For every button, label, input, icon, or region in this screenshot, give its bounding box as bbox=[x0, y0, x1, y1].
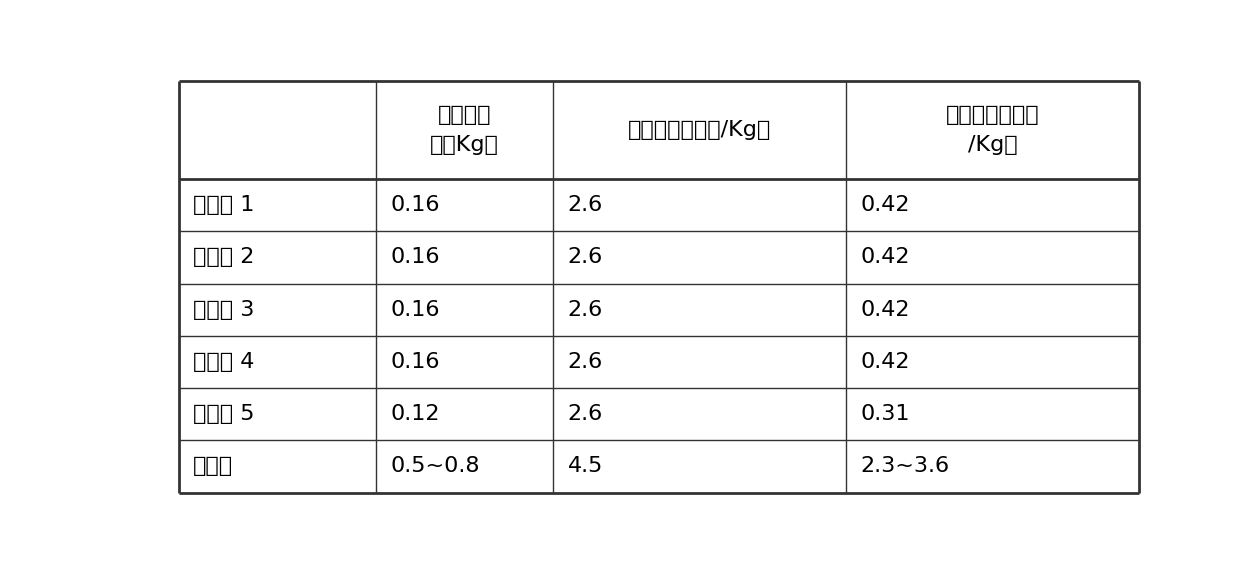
Text: 0.16: 0.16 bbox=[390, 300, 440, 320]
Text: 2.6: 2.6 bbox=[567, 404, 603, 424]
Text: 实施例 1: 实施例 1 bbox=[193, 195, 255, 215]
Text: 实施例 4: 实施例 4 bbox=[193, 352, 255, 372]
Text: 2.6: 2.6 bbox=[567, 352, 603, 372]
Text: 0.12: 0.12 bbox=[390, 404, 440, 424]
Text: 还原剂用
量（Kg）: 还原剂用 量（Kg） bbox=[430, 105, 499, 155]
Text: 0.31: 0.31 bbox=[861, 404, 911, 424]
Text: 0.5~0.8: 0.5~0.8 bbox=[390, 456, 479, 476]
Text: 实施例 3: 实施例 3 bbox=[193, 300, 255, 320]
Text: 实施例 2: 实施例 2 bbox=[193, 248, 255, 267]
Text: 还原剂单价（元/Kg）: 还原剂单价（元/Kg） bbox=[628, 120, 772, 140]
Text: 0.42: 0.42 bbox=[861, 195, 911, 215]
Text: 0.16: 0.16 bbox=[390, 352, 440, 372]
Text: 2.6: 2.6 bbox=[567, 195, 603, 215]
Text: 4.5: 4.5 bbox=[567, 456, 603, 476]
Text: 2.6: 2.6 bbox=[567, 248, 603, 267]
Text: 0.16: 0.16 bbox=[390, 195, 440, 215]
Text: 0.42: 0.42 bbox=[861, 352, 911, 372]
Text: 对照组: 对照组 bbox=[193, 456, 233, 476]
Text: 2.3~3.6: 2.3~3.6 bbox=[861, 456, 950, 476]
Text: 0.42: 0.42 bbox=[861, 300, 911, 320]
Text: 0.16: 0.16 bbox=[390, 248, 440, 267]
Text: 0.42: 0.42 bbox=[861, 248, 911, 267]
Text: 2.6: 2.6 bbox=[567, 300, 603, 320]
Text: 实施例 5: 实施例 5 bbox=[193, 404, 255, 424]
Text: 还原剂成本（元
/Kg）: 还原剂成本（元 /Kg） bbox=[945, 105, 1040, 155]
